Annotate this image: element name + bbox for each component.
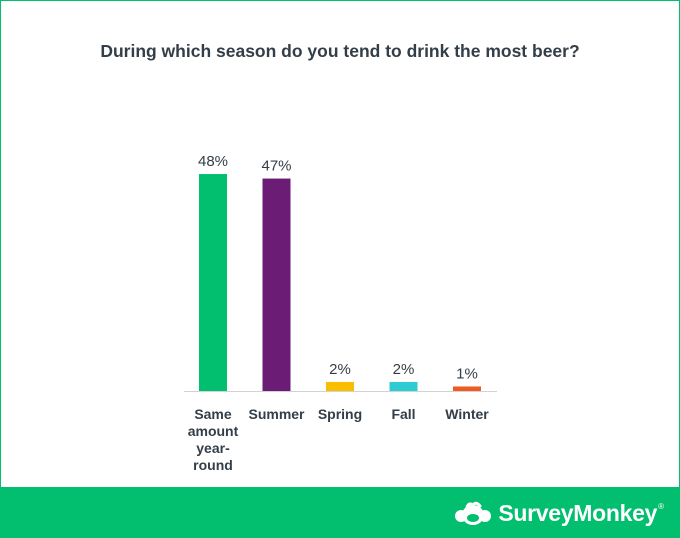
bar <box>389 381 418 391</box>
bar <box>326 381 354 391</box>
chart-title: During which season do you tend to drink… <box>100 41 580 61</box>
bar-chart: 48% Same amount year-round 47% Summer 2% Spring… <box>184 153 497 473</box>
footer-bar: SurveyMonkey ® <box>0 487 680 538</box>
surveymonkey-logo-icon <box>455 501 492 525</box>
data-label: 48% <box>198 153 228 170</box>
category-label: Fall <box>391 406 415 422</box>
data-label: 2% <box>393 361 415 378</box>
bar <box>199 174 227 391</box>
category-label: Same amount year-round <box>188 406 239 473</box>
data-label: 1% <box>456 365 478 382</box>
brand-logo: SurveyMonkey ® <box>454 498 664 528</box>
bar <box>262 178 291 391</box>
category-label: Winter <box>445 406 489 422</box>
registered-mark: ® <box>658 502 664 511</box>
category-label: Spring <box>318 406 362 422</box>
bar <box>453 386 481 391</box>
data-label: 2% <box>329 361 351 378</box>
data-label: 47% <box>261 158 291 175</box>
brand-name: SurveyMonkey <box>498 499 658 526</box>
category-label: Summer <box>248 406 305 422</box>
